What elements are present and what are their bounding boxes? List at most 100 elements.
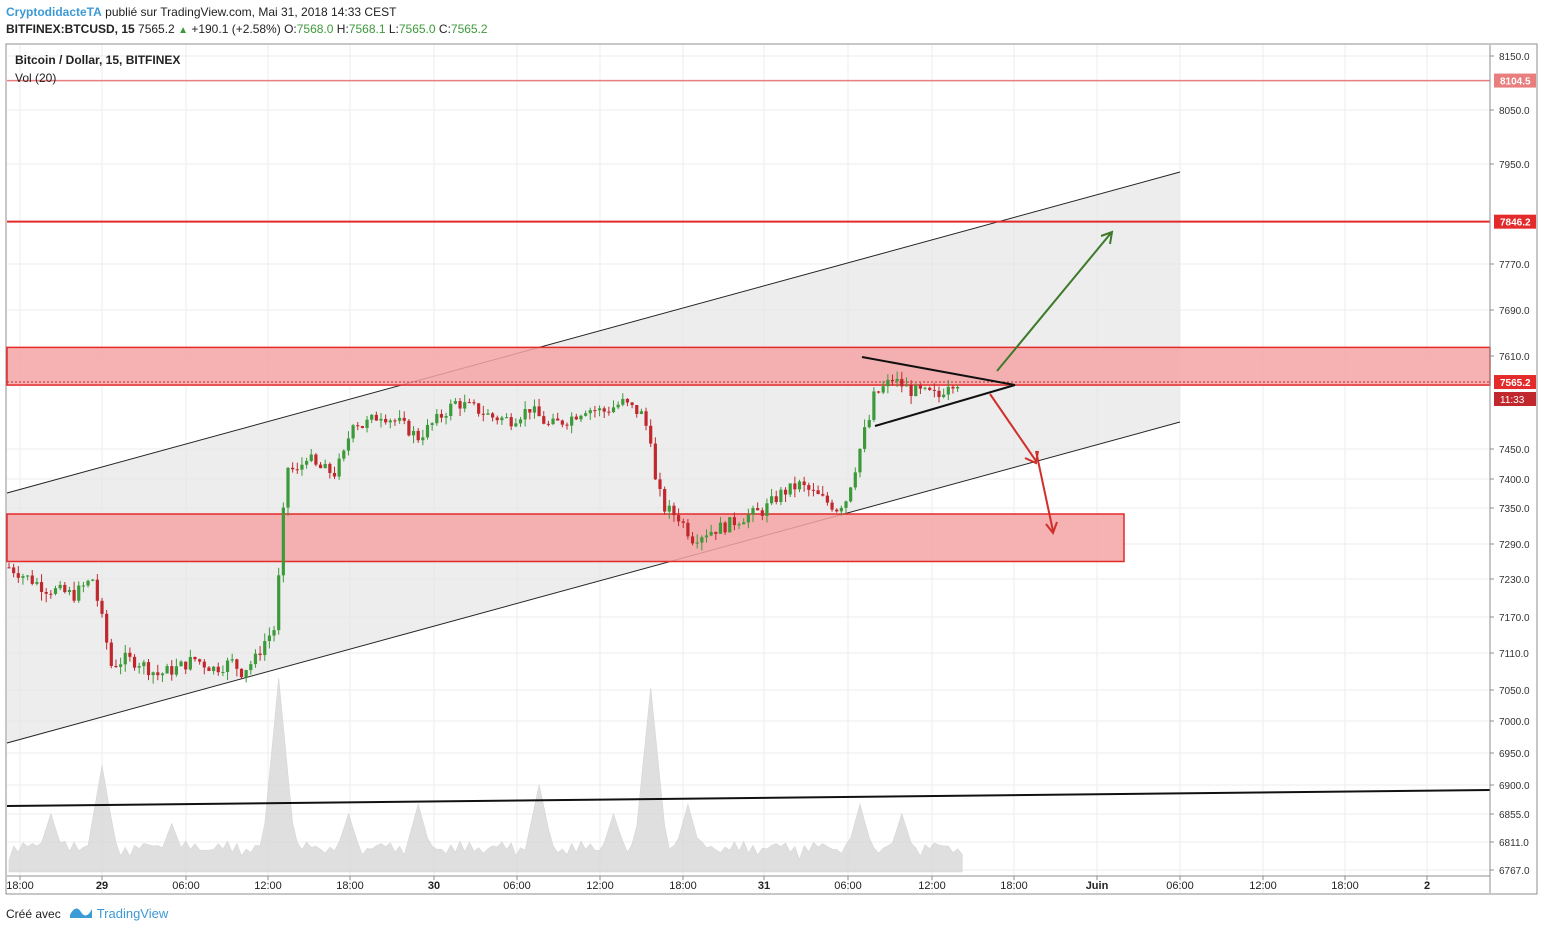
candle-body: [858, 448, 862, 473]
candle-body: [956, 387, 960, 389]
candle-body: [570, 416, 574, 426]
candle-body: [467, 402, 471, 404]
price-tick-label: 7290.0: [1499, 540, 1530, 551]
candle-body: [653, 443, 657, 480]
candle-body: [709, 531, 713, 536]
close-value: 7565.2: [450, 22, 488, 36]
candle-body: [788, 483, 792, 495]
candle-body: [402, 417, 406, 421]
candle-body: [193, 656, 197, 660]
channel-lower-line: [6, 421, 1181, 744]
price-tick-label: 6767.0: [1499, 866, 1530, 877]
candle-body: [909, 385, 913, 397]
tradingview-logo-icon[interactable]: [69, 905, 93, 922]
candle-body: [258, 653, 262, 656]
candle-body: [277, 575, 281, 631]
candle-body: [425, 424, 430, 438]
candle-body: [156, 672, 160, 676]
candle-body: [528, 409, 532, 413]
candle-body: [621, 398, 625, 405]
candle-body: [128, 652, 132, 657]
candlesticks: [7, 371, 960, 684]
candle-body: [602, 408, 606, 412]
low-value: 7565.0: [398, 22, 436, 36]
candle-body: [504, 417, 509, 419]
price-tick-label: 7110.0: [1499, 649, 1529, 660]
candle-body: [184, 661, 188, 670]
price-label-box: [1494, 214, 1536, 229]
candle-body: [165, 666, 169, 674]
candle-body: [342, 450, 346, 459]
candle-body: [370, 414, 374, 420]
candle-body: [100, 600, 104, 614]
candle-body: [881, 386, 885, 393]
price-label-box: [1494, 375, 1536, 390]
candle-body: [890, 379, 895, 382]
candle-body: [179, 661, 183, 667]
candle-body: [309, 454, 313, 461]
candle-body: [695, 542, 699, 544]
candle-body: [667, 505, 671, 512]
time-tick-label: 29: [96, 880, 108, 892]
candle-body: [119, 664, 123, 667]
price-tick-label: 8150.0: [1499, 52, 1530, 63]
candle-body: [779, 489, 783, 502]
candle-body: [337, 458, 341, 477]
candle-body: [942, 394, 946, 398]
price-label-box: [1494, 73, 1536, 88]
candle-body: [365, 419, 369, 428]
candle-body: [239, 668, 244, 678]
price-axis[interactable]: 8150.0 8050.0 7950.0 7770.0 7690.0 7610.0 7450…: [1489, 45, 1536, 893]
candle-body: [230, 659, 234, 661]
candle-body: [514, 423, 518, 427]
price-tick-label: 6855.0: [1499, 810, 1530, 821]
author-link[interactable]: CryptodidacteTA: [6, 5, 102, 19]
tradingview-link[interactable]: TradingView: [96, 906, 169, 921]
candle-body: [611, 407, 616, 413]
candle-body: [132, 656, 137, 668]
candle-body: [384, 418, 388, 423]
time-tick-label: 18:00: [1000, 880, 1028, 892]
bearish-arrowhead: [1045, 521, 1058, 536]
candle-body: [853, 472, 857, 488]
candle-body: [123, 652, 127, 665]
candle-body: [305, 460, 309, 465]
candle-body: [914, 385, 918, 397]
candle-body: [221, 672, 225, 674]
price-tick-label: 7350.0: [1499, 504, 1530, 515]
bullish-arrowhead: [1100, 230, 1114, 245]
symbol-text: BITFINEX:BTCUSD, 15: [6, 22, 135, 36]
candle-body: [546, 423, 550, 425]
candle-body: [416, 430, 420, 441]
projection-arrows: [989, 230, 1114, 536]
candle-body: [584, 413, 588, 416]
time-axis[interactable]: 18:00 29 06:00 12:00 18:00 30 06:00 12:00 18:00 3…: [6, 875, 1490, 892]
candle-body: [26, 575, 30, 577]
close-label: C:: [438, 22, 451, 36]
time-tick-label: 12:00: [254, 880, 282, 892]
candle-body: [486, 413, 490, 415]
candle-body: [281, 507, 285, 576]
candle-body: [923, 387, 927, 389]
candle-body: [816, 490, 820, 495]
long-term-trendline: [6, 789, 1491, 807]
candle-body: [937, 390, 941, 398]
candle-body: [793, 483, 797, 490]
horizontal-levels: [7, 79, 1490, 383]
candle-body: [253, 653, 258, 665]
candle-body: [593, 410, 597, 412]
time-tick-label: 31: [758, 880, 770, 892]
resistance-zone: [6, 346, 1491, 386]
candle-body: [63, 584, 67, 593]
time-tick-label: 06:00: [1166, 880, 1194, 892]
price-tick-label: 7230.0: [1499, 575, 1530, 586]
price-tick-label: 7170.0: [1499, 613, 1530, 624]
triangle-upper-line: [861, 356, 1016, 386]
candle-body: [760, 510, 764, 516]
candle-body: [202, 661, 206, 668]
candle-body: [714, 531, 718, 534]
candle-body: [751, 508, 755, 515]
candle-body: [928, 387, 932, 390]
candle-body: [151, 672, 155, 676]
